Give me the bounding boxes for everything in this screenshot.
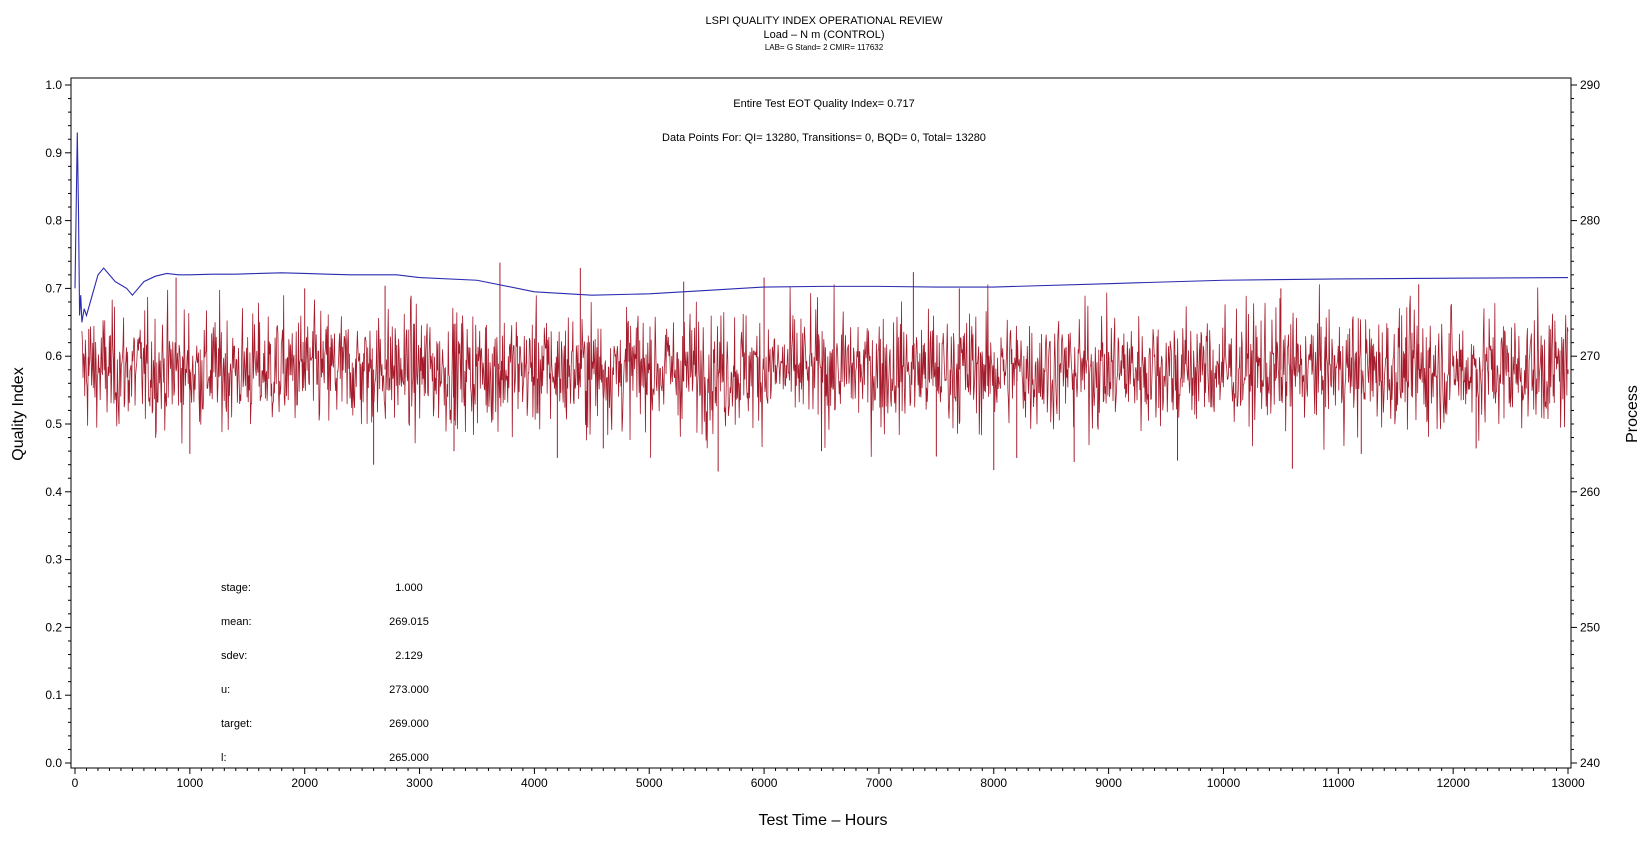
x-tick-label: 0 bbox=[72, 776, 79, 790]
y-tick-label: 0.7 bbox=[45, 281, 62, 295]
y2-axis-title: Process bbox=[1624, 385, 1641, 443]
y-tick-label: 0.3 bbox=[45, 553, 62, 567]
y-tick-label: 0.0 bbox=[45, 756, 62, 770]
y2-tick-label: 240 bbox=[1580, 756, 1600, 770]
x-axis-title: Test Time – Hours bbox=[759, 812, 888, 829]
stat-label: u: bbox=[221, 684, 230, 696]
y-tick-label: 0.9 bbox=[45, 146, 62, 160]
x-tick-label: 13000 bbox=[1551, 776, 1585, 790]
stat-value: 1.000 bbox=[395, 582, 423, 594]
x-tick-label: 1000 bbox=[176, 776, 203, 790]
y-tick-label: 0.6 bbox=[45, 349, 62, 363]
chart-subtitle: Load – N m (CONTROL) bbox=[763, 29, 884, 41]
y2-tick-label: 260 bbox=[1580, 485, 1600, 499]
y-tick-label: 0.8 bbox=[45, 214, 62, 228]
x-tick-label: 11000 bbox=[1322, 776, 1355, 790]
quality-index-line bbox=[74, 132, 1569, 323]
x-tick-label: 8000 bbox=[980, 776, 1007, 790]
y-tick-label: 0.1 bbox=[45, 688, 62, 702]
x-tick-label: 5000 bbox=[636, 776, 663, 790]
chart-title: LSPI QUALITY INDEX OPERATIONAL REVIEW bbox=[706, 15, 944, 27]
y-tick-label: 0.2 bbox=[45, 620, 62, 634]
y2-tick-label: 290 bbox=[1580, 78, 1600, 92]
stat-value: 269.015 bbox=[389, 616, 429, 628]
y2-tick-label: 270 bbox=[1580, 349, 1600, 363]
x-tick-label: 6000 bbox=[751, 776, 778, 790]
annotation-data-points: Data Points For: QI= 13280, Transitions=… bbox=[662, 132, 986, 144]
x-tick-label: 3000 bbox=[406, 776, 433, 790]
x-tick-label: 7000 bbox=[866, 776, 893, 790]
x-tick-label: 10000 bbox=[1207, 776, 1241, 790]
annotation-quality-index: Entire Test EOT Quality Index= 0.717 bbox=[733, 98, 915, 110]
y2-tick-label: 250 bbox=[1580, 620, 1600, 634]
stat-label: target: bbox=[221, 718, 252, 730]
stat-label: stage: bbox=[221, 582, 251, 594]
chart-subtitle-2: LAB= G Stand= 2 CMIR= 117632 bbox=[765, 43, 884, 52]
stat-label: l: bbox=[221, 752, 227, 764]
process-series bbox=[81, 262, 1569, 472]
x-tick-label: 2000 bbox=[291, 776, 318, 790]
y-tick-label: 0.4 bbox=[45, 485, 62, 499]
stat-label: sdev: bbox=[221, 650, 247, 662]
y-axis-title: Quality Index bbox=[10, 367, 27, 460]
stat-value: 2.129 bbox=[395, 650, 423, 662]
y-tick-label: 0.5 bbox=[45, 417, 62, 431]
y2-tick-label: 280 bbox=[1580, 214, 1600, 228]
x-tick-label: 12000 bbox=[1436, 776, 1470, 790]
y-tick-label: 1.0 bbox=[45, 78, 62, 92]
stat-value: 269.000 bbox=[389, 718, 429, 730]
process-line bbox=[81, 284, 1569, 458]
stat-label: mean: bbox=[221, 616, 252, 628]
x-tick-label: 4000 bbox=[521, 776, 548, 790]
stat-value: 273.000 bbox=[389, 684, 429, 696]
stat-value: 265.000 bbox=[389, 752, 429, 764]
x-tick-label: 9000 bbox=[1095, 776, 1122, 790]
